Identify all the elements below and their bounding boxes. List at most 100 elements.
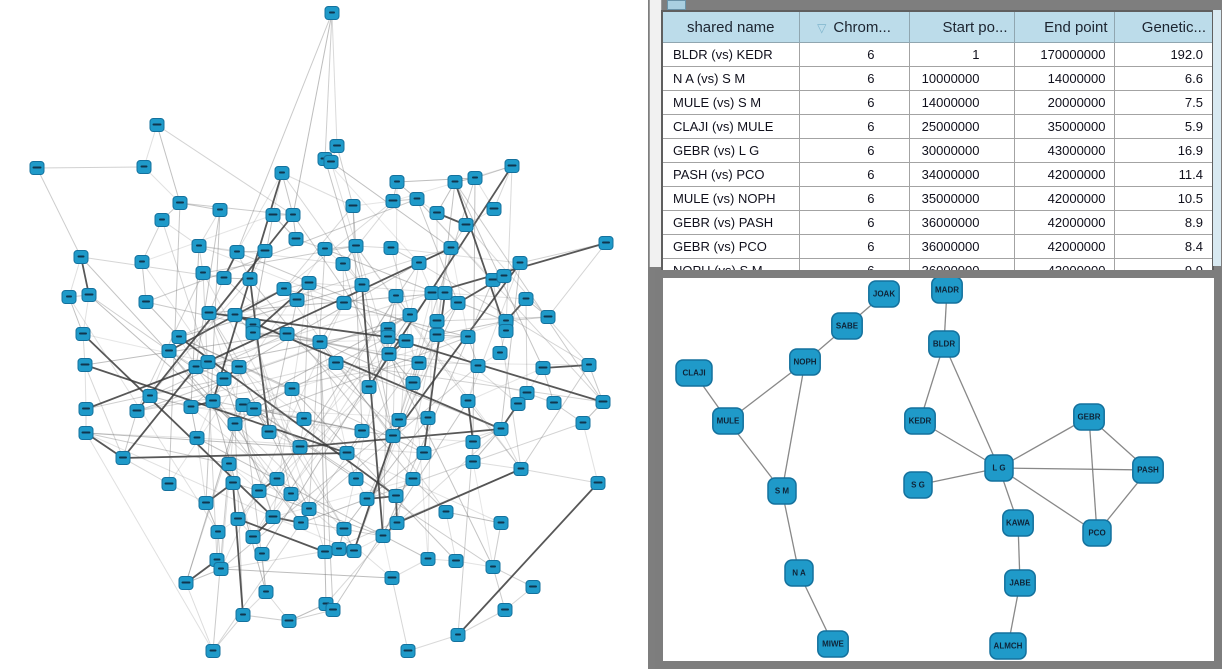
network-node[interactable] [590, 476, 606, 490]
network-node[interactable] [251, 484, 267, 498]
table-row[interactable]: BLDR (vs) KEDR 6 1 170000000 192.0 [661, 42, 1214, 67]
subnetwork-edge[interactable] [998, 467, 1098, 534]
network-node[interactable] [465, 435, 481, 449]
subnetwork-edge[interactable] [781, 361, 806, 492]
network-node[interactable] [227, 308, 243, 322]
network-node[interactable] [409, 192, 425, 206]
network-node[interactable] [230, 512, 246, 526]
network-node[interactable] [325, 603, 341, 617]
network-node[interactable] [265, 208, 281, 222]
network-node[interactable] [339, 446, 355, 460]
network-node[interactable] [210, 525, 226, 539]
network-node[interactable] [134, 255, 150, 269]
network-node[interactable] [279, 327, 295, 341]
network-node[interactable] [149, 118, 165, 132]
table-right-scrollbar[interactable] [1213, 10, 1221, 266]
network-node[interactable] [213, 562, 229, 576]
network-node[interactable] [225, 476, 241, 490]
network-node[interactable] [443, 241, 459, 255]
subnetwork-node-sabe[interactable]: SABE [831, 312, 863, 340]
network-node[interactable] [450, 628, 466, 642]
subnetwork-node-gebr[interactable]: GEBR [1073, 403, 1105, 431]
network-node[interactable] [354, 278, 370, 292]
subnetwork-node-s-g[interactable]: S G [903, 471, 933, 499]
table-cell[interactable]: 36000000 [908, 234, 1015, 259]
network-node[interactable] [216, 372, 232, 386]
table-cell[interactable]: 35000000 [908, 186, 1015, 211]
column-header-name[interactable]: shared name [661, 10, 800, 43]
table-cell[interactable]: 10000000 [908, 66, 1015, 91]
node-shape[interactable] [817, 630, 849, 658]
table-row[interactable]: GEBR (vs) PCO 6 36000000 42000000 8.4 [661, 234, 1214, 259]
network-node[interactable] [359, 492, 375, 506]
node-shape[interactable] [1082, 519, 1112, 547]
network-node[interactable] [78, 426, 94, 440]
table-cell[interactable]: 6 [798, 42, 910, 67]
network-node[interactable] [269, 472, 285, 486]
node-shape[interactable] [831, 312, 863, 340]
network-node[interactable] [154, 213, 170, 227]
subnetwork-node-mule[interactable]: MULE [712, 407, 744, 435]
table-cell[interactable]: 34000000 [908, 162, 1015, 187]
network-node[interactable] [540, 310, 556, 324]
network-node[interactable] [546, 396, 562, 410]
column-header-end[interactable]: End point [1013, 10, 1115, 43]
network-node[interactable] [595, 395, 611, 409]
network-node[interactable] [535, 361, 551, 375]
network-node[interactable] [227, 417, 243, 431]
subnetwork-node-pash[interactable]: PASH [1132, 456, 1164, 484]
table-cell[interactable]: 6 [798, 210, 910, 235]
network-node[interactable] [416, 446, 432, 460]
network-node[interactable] [598, 236, 614, 250]
network-node[interactable] [402, 308, 418, 322]
network-node[interactable] [201, 306, 217, 320]
table-row[interactable]: MULE (vs) NOPH 6 35000000 42000000 10.5 [661, 186, 1214, 211]
network-node[interactable] [288, 232, 304, 246]
table-cell[interactable]: MULE (vs) S M [661, 90, 800, 115]
column-header-start[interactable]: Start po... [908, 10, 1015, 43]
node-shape[interactable] [931, 278, 963, 304]
network-node[interactable] [336, 296, 352, 310]
table-cell[interactable]: 6 [798, 90, 910, 115]
network-node[interactable] [405, 472, 421, 486]
network-node[interactable] [216, 271, 232, 285]
network-node[interactable] [348, 239, 364, 253]
network-node[interactable] [261, 425, 277, 439]
network-node[interactable] [246, 402, 262, 416]
network-node[interactable] [328, 356, 344, 370]
network-node[interactable] [189, 431, 205, 445]
network-node[interactable] [525, 580, 541, 594]
network-node[interactable] [375, 529, 391, 543]
table-cell[interactable]: 43000000 [1013, 138, 1115, 163]
node-shape[interactable] [675, 359, 713, 387]
network-node[interactable] [258, 585, 274, 599]
table-row[interactable]: N A (vs) S M 6 10000000 14000000 6.6 [661, 66, 1214, 91]
network-node[interactable] [485, 560, 501, 574]
network-node[interactable] [283, 487, 299, 501]
network-node[interactable] [276, 282, 292, 296]
network-node[interactable] [512, 256, 528, 270]
network-node[interactable] [212, 203, 228, 217]
network-node[interactable] [312, 335, 328, 349]
network-node[interactable] [200, 355, 216, 369]
network-node[interactable] [245, 326, 261, 340]
table-cell[interactable]: 5.9 [1113, 114, 1214, 139]
network-node[interactable] [265, 510, 281, 524]
network-node[interactable] [324, 6, 340, 20]
network-node[interactable] [301, 276, 317, 290]
subnetwork-node-s-m[interactable]: S M [767, 477, 797, 505]
network-node[interactable] [335, 257, 351, 271]
network-node[interactable] [257, 244, 273, 258]
table-cell[interactable]: 42000000 [1013, 234, 1115, 259]
subnetwork-edge[interactable] [943, 343, 1000, 469]
network-node[interactable] [235, 608, 251, 622]
table-cell[interactable]: 36000000 [908, 210, 1015, 235]
network-node[interactable] [348, 472, 364, 486]
subnetwork-node-pco[interactable]: PCO [1082, 519, 1112, 547]
network-node[interactable] [460, 330, 476, 344]
network-node[interactable] [171, 330, 187, 344]
subnetwork-node-kawa[interactable]: KAWA [1002, 509, 1034, 537]
table-cell[interactable]: CLAJI (vs) MULE [661, 114, 800, 139]
network-node[interactable] [221, 457, 237, 471]
network-node[interactable] [81, 288, 97, 302]
